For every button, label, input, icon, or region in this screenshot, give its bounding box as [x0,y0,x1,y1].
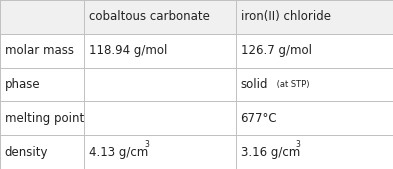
Bar [236,68,393,101]
Text: melting point: melting point [5,112,84,125]
Text: density: density [5,146,48,159]
Bar [236,0,393,34]
Bar [0,0,84,34]
Text: 3: 3 [145,140,149,149]
Bar [84,0,236,34]
Bar [0,68,84,101]
Text: solid: solid [241,78,268,91]
Text: 677°C: 677°C [241,112,277,125]
Text: 3: 3 [296,140,301,149]
Bar [84,135,236,169]
Bar [84,34,236,68]
Bar [236,101,393,135]
Text: 118.94 g/mol: 118.94 g/mol [89,44,167,57]
Bar [0,135,84,169]
Bar [84,101,236,135]
Text: 3.16 g/cm: 3.16 g/cm [241,146,300,159]
Text: molar mass: molar mass [5,44,74,57]
Text: 4.13 g/cm: 4.13 g/cm [89,146,149,159]
Text: 126.7 g/mol: 126.7 g/mol [241,44,312,57]
Text: (at STP): (at STP) [274,80,310,89]
Bar [236,34,393,68]
Bar [236,135,393,169]
Text: cobaltous carbonate: cobaltous carbonate [89,10,210,23]
Bar [0,34,84,68]
Text: phase: phase [5,78,40,91]
Bar [0,101,84,135]
Bar [84,68,236,101]
Text: iron(II) chloride: iron(II) chloride [241,10,331,23]
